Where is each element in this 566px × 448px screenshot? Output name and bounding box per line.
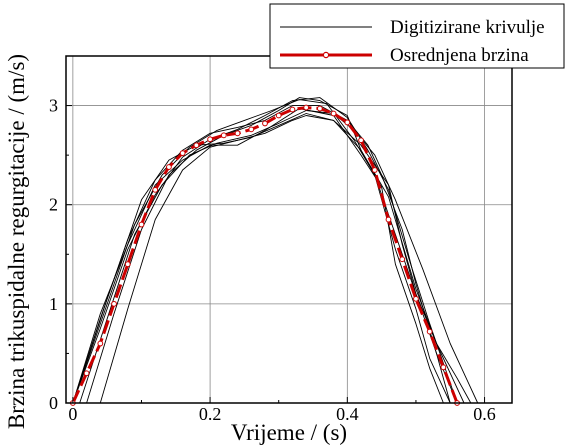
digitized-curves <box>72 97 479 404</box>
y-tick-label: 3 <box>49 96 58 116</box>
x-tick-label: 0.6 <box>473 404 496 424</box>
average-point <box>166 164 172 170</box>
y-tick-label: 1 <box>49 294 58 314</box>
average-point <box>344 119 351 126</box>
average-point <box>193 142 200 149</box>
average-point <box>399 256 406 263</box>
x-tick-label: 0.4 <box>336 404 359 424</box>
axis-ticks: 0 0.2 0.4 0.6 0 1 2 3 <box>49 96 496 424</box>
digitized-curve <box>72 99 451 404</box>
average-curve-line <box>71 106 459 404</box>
average-point <box>330 110 337 117</box>
legend-marker-average <box>322 51 330 59</box>
average-point <box>385 216 392 223</box>
average-point <box>111 300 117 307</box>
average-point <box>316 105 323 112</box>
average-point <box>207 136 213 143</box>
average-point <box>358 137 364 144</box>
average-point <box>289 106 296 113</box>
average-point <box>124 261 131 268</box>
legend-label-average: Osrednjena brzina <box>390 45 529 66</box>
average-point <box>97 340 104 347</box>
x-axis-label: Vrijeme / (s) <box>231 420 347 445</box>
average-point <box>275 112 282 119</box>
average-point <box>234 130 241 137</box>
average-point <box>138 221 145 228</box>
average-point <box>371 167 378 173</box>
average-point <box>303 104 310 111</box>
y-axis-label: Brzina trikuspidalne regurgitacije / (m/… <box>4 54 29 429</box>
legend-box <box>269 3 565 69</box>
average-curve <box>69 104 461 406</box>
digitized-curve <box>99 115 472 404</box>
average-point <box>262 120 268 127</box>
average-point <box>248 126 255 133</box>
x-tick-label: 0.2 <box>199 404 222 424</box>
digitized-curve <box>72 105 451 404</box>
average-point <box>152 186 159 193</box>
legend-label-digitized: Digitizirane krivulje <box>390 17 545 38</box>
legend: Digitizirane krivulje Osrednjena brzina <box>269 3 565 69</box>
x-tick-label: 0 <box>68 404 77 424</box>
y-tick-label: 0 <box>49 393 58 413</box>
digitized-curve <box>79 110 479 404</box>
average-point <box>83 370 90 377</box>
digitized-curve <box>72 108 444 404</box>
average-point <box>179 150 186 157</box>
average-point <box>426 328 433 335</box>
average-point <box>440 364 447 371</box>
y-tick-label: 2 <box>49 195 58 215</box>
average-point <box>413 296 419 302</box>
average-point <box>220 132 227 139</box>
